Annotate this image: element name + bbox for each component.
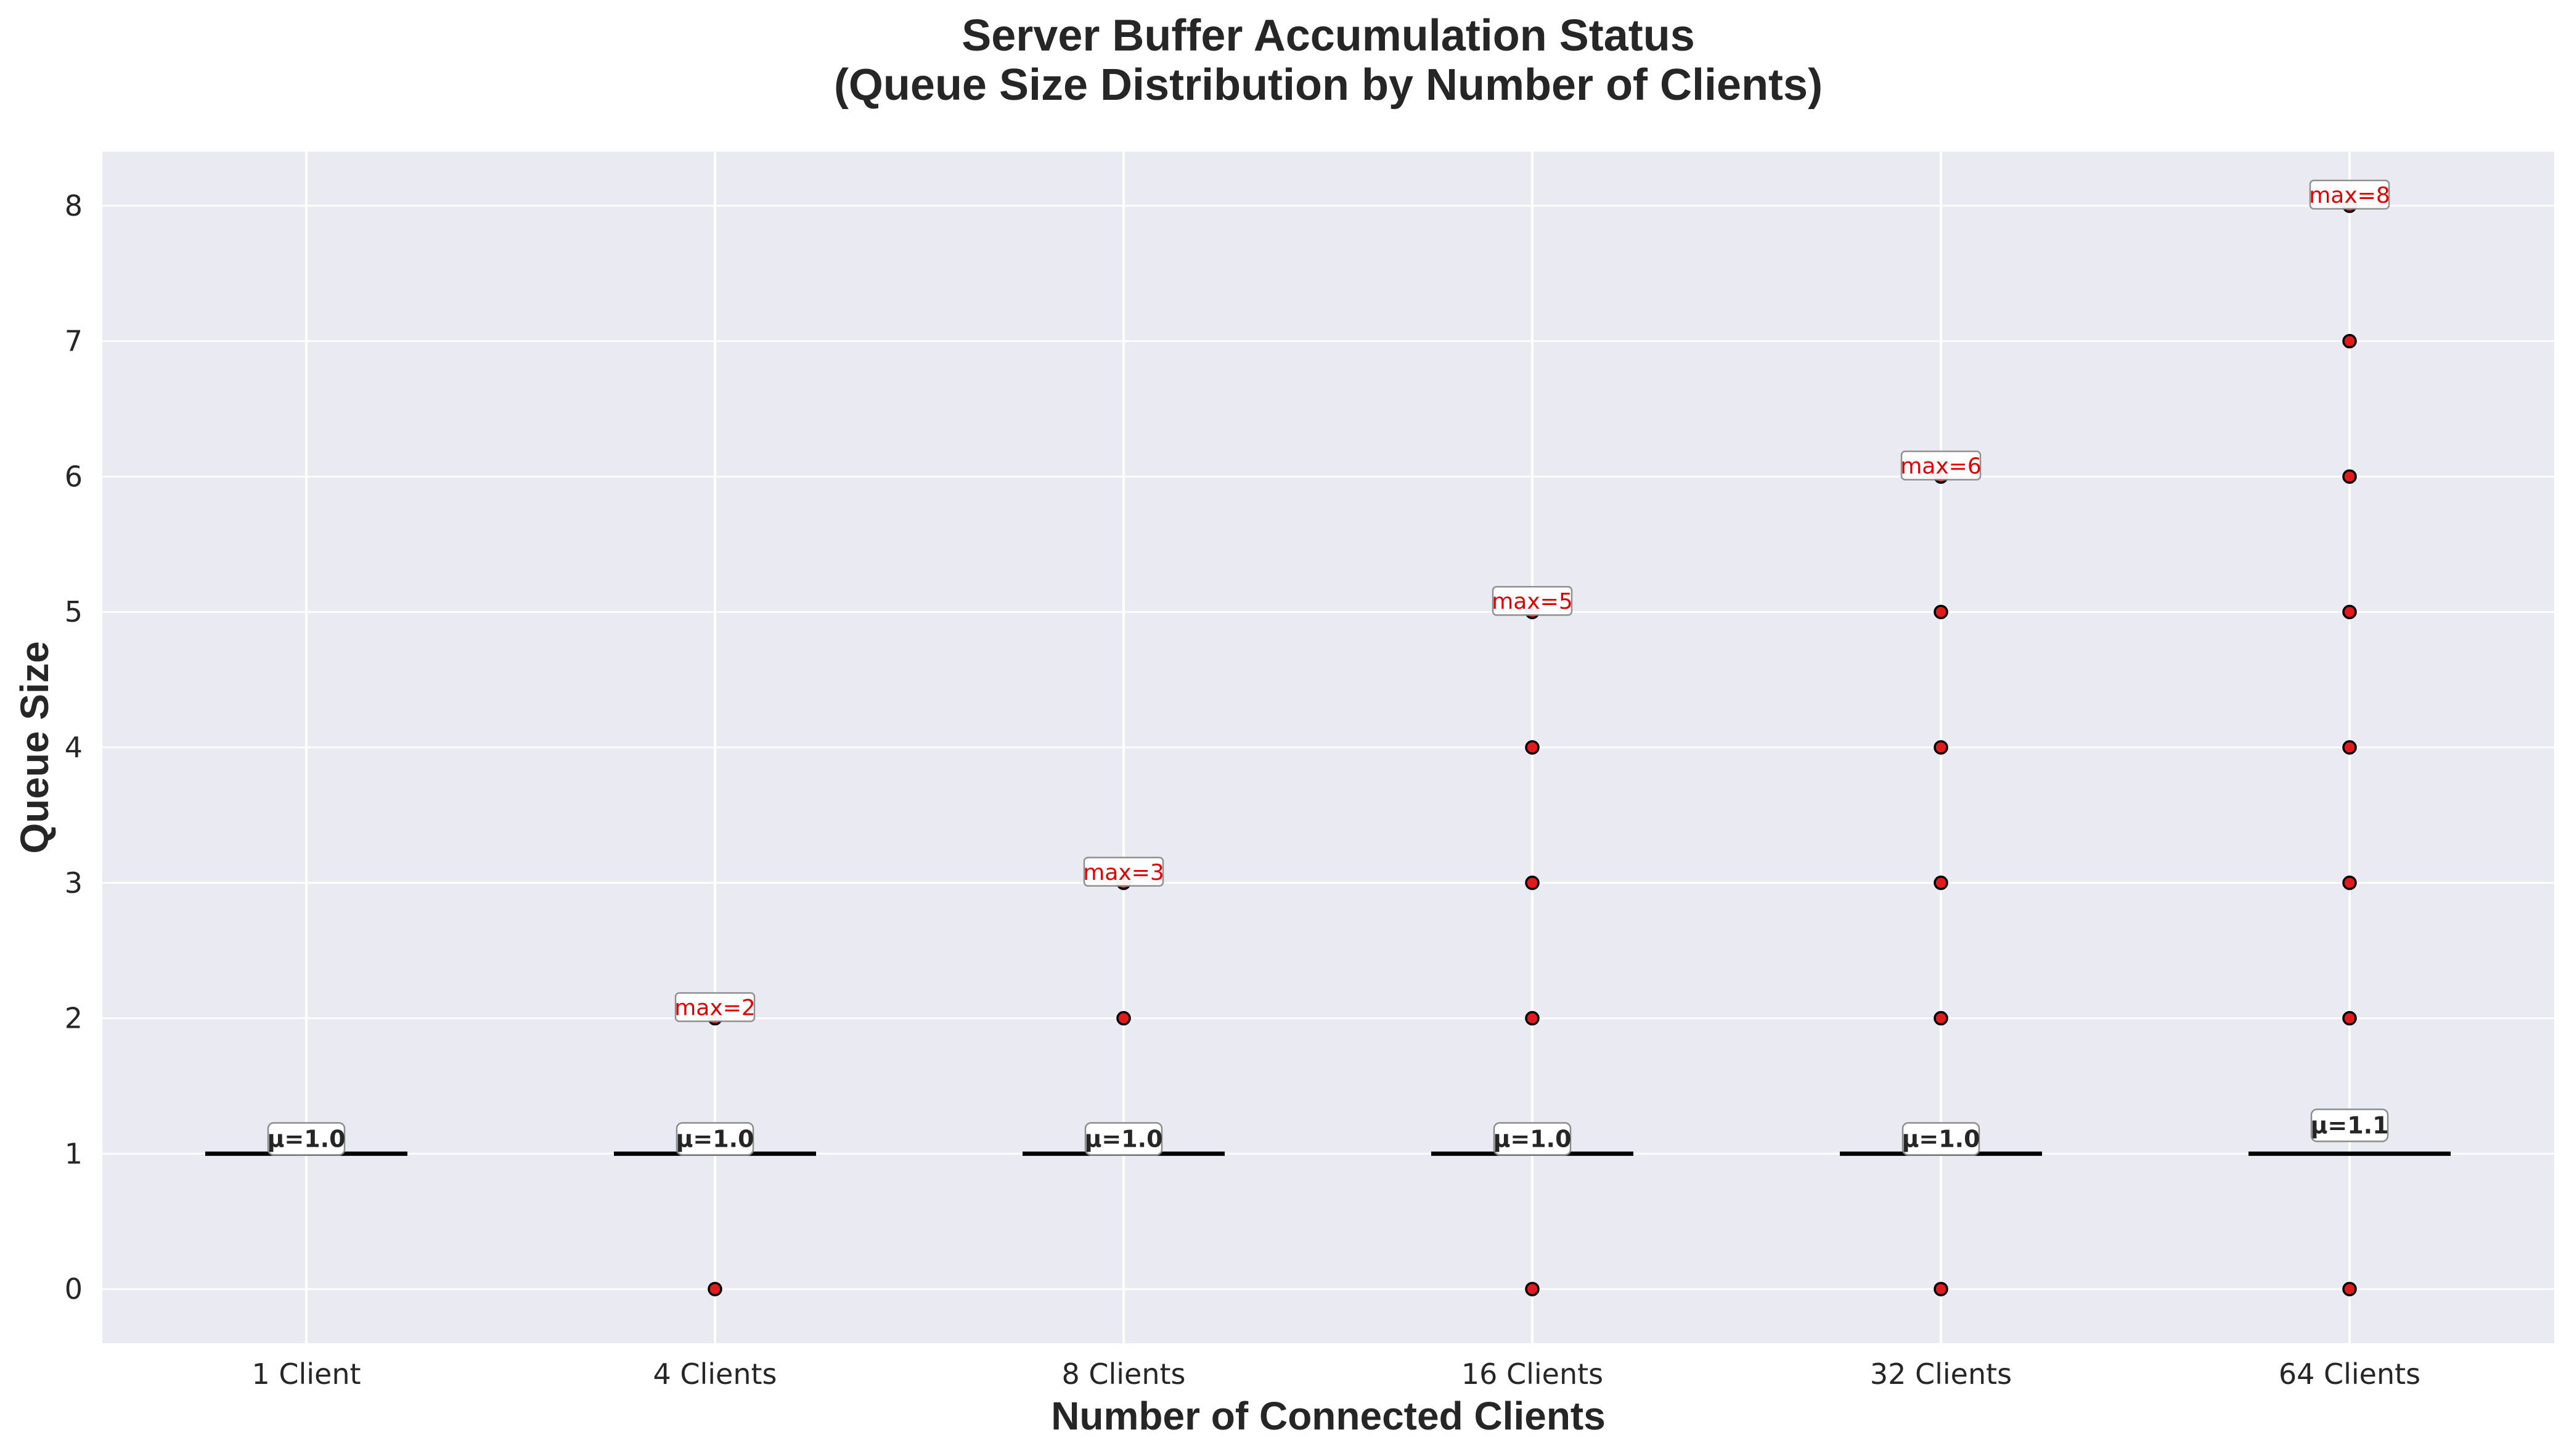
max-label: max=3 <box>1083 860 1164 885</box>
outlier-point <box>2342 1011 2357 1026</box>
max-label-box <box>1900 450 1982 481</box>
y-tick-label: 7 <box>65 325 83 358</box>
outlier-point <box>2342 1282 2357 1296</box>
outlier-point <box>708 1282 722 1296</box>
mean-label: μ=1.0 <box>1084 1125 1162 1152</box>
outlier-point <box>1525 876 1540 890</box>
mean-label-box <box>1084 1122 1163 1156</box>
y-tick-label: 6 <box>65 460 83 493</box>
x-tick-label: 16 Clients <box>1461 1357 1603 1391</box>
mean-label: μ=1.0 <box>676 1125 754 1152</box>
mean-label: μ=1.0 <box>1901 1125 1980 1152</box>
x-tick-label: 4 Clients <box>653 1357 777 1391</box>
x-tick-label: 8 Clients <box>1061 1357 1185 1391</box>
annotation-layer: μ=1.0 μ=1.0 μ=1.0 μ=1.0 μ=1.0 μ=1.1 max=2 max=3… <box>267 179 2390 1156</box>
max-label-box <box>674 992 756 1022</box>
x-axis-label: Number of Connected Clients <box>1051 1394 1606 1438</box>
outlier-point <box>2342 876 2357 890</box>
mean-label-box <box>267 1122 346 1156</box>
max-label-box <box>1083 856 1164 887</box>
outlier-point <box>1934 740 1948 755</box>
outlier-point <box>2342 333 2357 349</box>
outlier-point <box>1116 1011 1131 1026</box>
chart-title-line-1: Server Buffer Accumulation Status <box>962 11 1695 60</box>
tick-layer: 0 1 2 3 4 5 6 7 8 1 Client 4 Clients 8 Clients 16 Cl… <box>65 189 2420 1391</box>
chart-title-line-2: (Queue Size Distribution by Number of Cl… <box>834 60 1823 110</box>
outlier-point <box>2342 469 2357 484</box>
y-tick-label: 2 <box>65 1002 83 1035</box>
y-tick-label: 3 <box>65 866 83 900</box>
outlier-point <box>1525 1282 1540 1296</box>
max-label-box <box>1492 585 1573 616</box>
outlier-point <box>1525 740 1540 755</box>
mean-label: μ=1.0 <box>267 1125 345 1152</box>
outlier-point <box>1934 604 1948 619</box>
x-tick-label: 64 Clients <box>2279 1357 2420 1391</box>
outlier-point <box>2342 604 2357 619</box>
max-label: max=2 <box>674 996 756 1021</box>
mean-label-box <box>1901 1122 1980 1156</box>
x-tick-label: 32 Clients <box>1870 1357 2012 1391</box>
y-tick-label: 4 <box>65 731 83 764</box>
y-tick-label: 5 <box>65 595 83 628</box>
max-label: max=6 <box>1900 453 1982 479</box>
max-label: max=5 <box>1492 589 1573 614</box>
mean-label-box <box>676 1122 754 1156</box>
outlier-point <box>1934 1011 1948 1026</box>
mean-label-box <box>2310 1108 2389 1142</box>
y-tick-label: 0 <box>65 1272 83 1306</box>
mean-label: μ=1.0 <box>1493 1125 1571 1152</box>
mean-label-box <box>1493 1122 1572 1156</box>
outlier-point <box>1525 1011 1540 1026</box>
x-tick-label: 1 Client <box>251 1357 361 1391</box>
y-tick-label: 1 <box>65 1137 83 1170</box>
outlier-point <box>2342 740 2357 755</box>
max-label-box <box>2309 179 2390 210</box>
y-axis-label: Queue Size <box>12 641 57 854</box>
outlier-point <box>1934 876 1948 890</box>
y-tick-label: 8 <box>65 189 83 222</box>
outlier-point <box>1934 1282 1948 1296</box>
mean-label: μ=1.1 <box>2310 1112 2388 1139</box>
max-label: max=8 <box>2309 183 2390 208</box>
